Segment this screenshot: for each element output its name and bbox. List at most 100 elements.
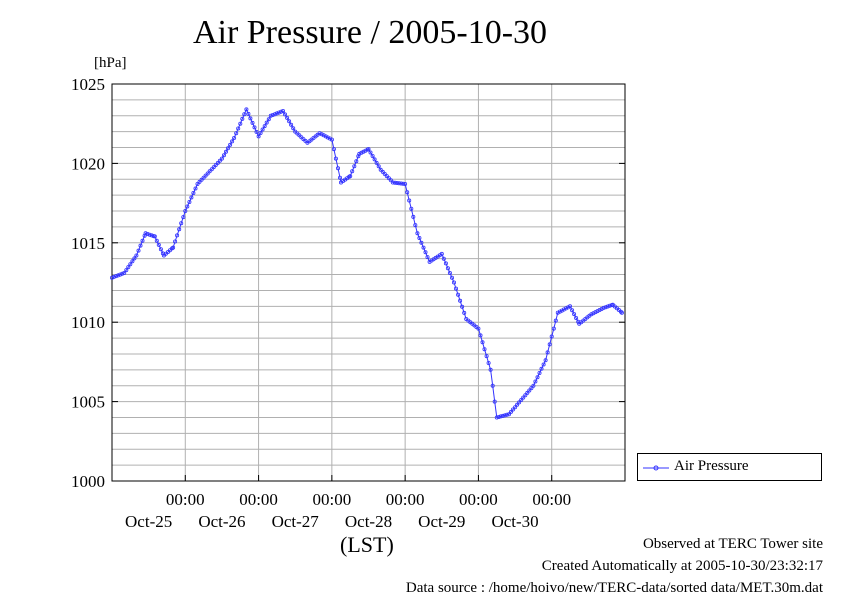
data-point [264, 120, 269, 125]
data-point [201, 175, 206, 180]
data-point [325, 135, 330, 140]
data-point [331, 147, 336, 152]
data-point [158, 247, 163, 252]
data-point [114, 274, 119, 279]
data-point [492, 399, 497, 404]
data-point [458, 298, 463, 303]
data-point [490, 383, 495, 388]
data-point [449, 275, 454, 280]
data-point [539, 366, 544, 371]
data-point [403, 181, 408, 186]
data-point [280, 109, 285, 114]
data-point [551, 326, 556, 331]
data-point [488, 367, 493, 372]
data-point [462, 310, 467, 315]
data-point [359, 150, 364, 155]
data-point [191, 190, 196, 195]
data-point [376, 164, 381, 169]
data-point [282, 112, 287, 117]
data-point [175, 233, 180, 238]
footer-observed: Observed at TERC Tower site [642, 536, 823, 552]
data-point [145, 231, 150, 236]
x-tick-day-label: Oct-28 [345, 512, 392, 531]
data-point [553, 318, 558, 323]
data-point [419, 240, 424, 245]
data-point [244, 107, 249, 112]
data-point [447, 270, 452, 275]
data-point [256, 134, 261, 139]
data-point [535, 375, 540, 380]
data-point [529, 386, 534, 391]
data-point [246, 111, 251, 116]
data-point [140, 238, 145, 243]
data-point [570, 308, 575, 313]
data-point [319, 132, 324, 137]
data-point [390, 180, 395, 185]
data-point [500, 413, 505, 418]
data-point [112, 274, 117, 279]
data-point [543, 358, 548, 363]
data-point [268, 113, 273, 118]
x-tick-time-label: 00:00 [459, 490, 498, 509]
data-point [136, 248, 141, 253]
plot-frame [111, 83, 626, 482]
y-tick-label: 1025 [71, 75, 105, 94]
x-tick-time-label: 00:00 [386, 490, 425, 509]
legend-marker-icon [643, 465, 669, 471]
data-point [425, 255, 430, 260]
data-point [601, 305, 606, 310]
data-point [173, 239, 178, 244]
data-point [421, 245, 426, 250]
data-point [521, 395, 526, 400]
legend: Air Pressure [637, 453, 822, 481]
data-point [248, 116, 253, 121]
x-tick-time-label: 00:00 [312, 490, 351, 509]
data-point [177, 227, 182, 232]
data-point [510, 407, 515, 412]
x-tick-day-label: Oct-29 [418, 512, 465, 531]
data-point [413, 223, 418, 228]
data-point [595, 309, 600, 314]
data-point [207, 169, 212, 174]
data-point [382, 171, 387, 176]
data-point [329, 137, 334, 142]
data-point [260, 127, 265, 132]
data-point [378, 167, 383, 172]
x-tick-day-label: Oct-30 [491, 512, 538, 531]
data-point [527, 388, 532, 393]
data-point [217, 158, 222, 163]
data-point [266, 117, 271, 122]
data-point [451, 280, 456, 285]
data-point [372, 157, 377, 162]
data-point [603, 305, 608, 310]
data-point [236, 126, 241, 131]
data-point [374, 160, 379, 165]
data-point [441, 256, 446, 261]
data-point [368, 150, 373, 155]
data-point [392, 180, 397, 185]
data-point [323, 134, 328, 139]
footer-source: Data source : /home/hoivo/new/TERC-data/… [405, 580, 823, 596]
data-point [335, 166, 340, 171]
data-point [386, 176, 391, 181]
data-point [223, 149, 228, 154]
data-point [399, 181, 404, 186]
data-point [508, 409, 513, 414]
data-point [574, 315, 579, 320]
data-point [254, 129, 259, 134]
data-point [599, 306, 604, 311]
data-point [547, 342, 552, 347]
data-point [476, 326, 481, 331]
data-point [285, 115, 290, 120]
data-point [203, 173, 208, 178]
data-point [388, 178, 393, 183]
data-point [502, 413, 507, 418]
data-point [523, 393, 528, 398]
data-point [506, 412, 511, 417]
y-tick-label: 1015 [71, 234, 105, 253]
data-point [171, 245, 176, 250]
data-point [116, 273, 121, 278]
data-point [453, 286, 458, 291]
data-point [156, 242, 161, 247]
data-point [124, 268, 129, 273]
